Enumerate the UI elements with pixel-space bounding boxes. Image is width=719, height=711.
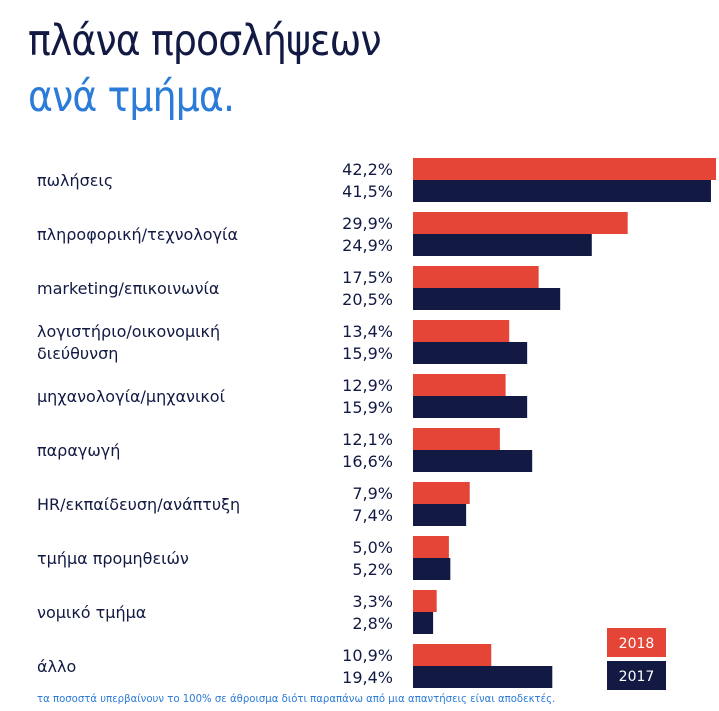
- value-label-2018: 13,4%: [342, 322, 393, 341]
- value-label-2018: 7,9%: [352, 484, 393, 503]
- value-label-2018: 29,9%: [342, 214, 393, 233]
- bar-2018: [413, 482, 470, 504]
- category-label: πληροφορική/τεχνολογία: [37, 225, 238, 244]
- footnote: τα ποσοστά υπερβαίνουν το 100% σε άθροισ…: [37, 692, 556, 705]
- value-label-2018: 42,2%: [342, 160, 393, 179]
- chart-title: πλάνα προσλήψεων: [28, 16, 382, 66]
- bar-2017: [413, 396, 528, 418]
- value-label-2017: 20,5%: [342, 290, 393, 309]
- bar-2017: [413, 558, 451, 580]
- bar-2017: [413, 450, 533, 472]
- bar-2018: [413, 644, 492, 666]
- value-label-2017: 5,2%: [352, 560, 393, 579]
- category-label: παραγωγή: [37, 441, 120, 460]
- bar-2017: [413, 612, 434, 634]
- value-label-2017: 19,4%: [342, 668, 393, 687]
- legend-swatch-2018: [607, 628, 666, 657]
- category-label: άλλο: [37, 657, 76, 676]
- value-label-2017: 41,5%: [342, 182, 393, 201]
- value-label-2018: 12,9%: [342, 376, 393, 395]
- bar-2018: [413, 212, 628, 234]
- legend-label-2018: 2018: [619, 636, 655, 652]
- value-label-2018: 17,5%: [342, 268, 393, 287]
- bar-2018: [413, 158, 716, 180]
- value-label-2018: 3,3%: [352, 592, 393, 611]
- bar-2018: [413, 320, 510, 342]
- bar-2018: [413, 428, 500, 450]
- bar-2018: [413, 374, 506, 396]
- bar-2018: [413, 536, 449, 558]
- category-label: νομικό τμήμα: [37, 603, 146, 622]
- category-label: HR/εκπαίδευση/ανάπτυξη: [37, 495, 240, 514]
- bar-2017: [413, 180, 711, 202]
- bar-2017: [413, 288, 561, 310]
- bar-2018: [413, 590, 437, 612]
- chart-subtitle: ανά τμήμα.: [28, 72, 235, 122]
- legend-label-2017: 2017: [619, 669, 655, 685]
- value-label-2018: 10,9%: [342, 646, 393, 665]
- value-label-2017: 15,9%: [342, 344, 393, 363]
- category-label: μηχανολογία/μηχανικοί: [37, 387, 226, 406]
- category-label: τμήμα προμηθειών: [37, 549, 189, 568]
- category-label: πωλήσεις: [37, 171, 113, 190]
- bar-2017: [413, 504, 467, 526]
- bar-2017: [413, 666, 553, 688]
- bar-2017: [413, 342, 528, 364]
- value-label-2017: 15,9%: [342, 398, 393, 417]
- value-label-2017: 7,4%: [352, 506, 393, 525]
- value-label-2018: 12,1%: [342, 430, 393, 449]
- category-label: λογιστήριο/οικονομική: [37, 322, 220, 341]
- category-label: διεύθυνση: [37, 344, 118, 363]
- bar-2017: [413, 234, 592, 256]
- value-label-2017: 16,6%: [342, 452, 393, 471]
- value-label-2018: 5,0%: [352, 538, 393, 557]
- category-label: marketing/επικοινωνία: [37, 279, 219, 298]
- legend-swatch-2017: [607, 661, 666, 690]
- value-label-2017: 24,9%: [342, 236, 393, 255]
- bar-2018: [413, 266, 539, 288]
- value-label-2017: 2,8%: [352, 614, 393, 633]
